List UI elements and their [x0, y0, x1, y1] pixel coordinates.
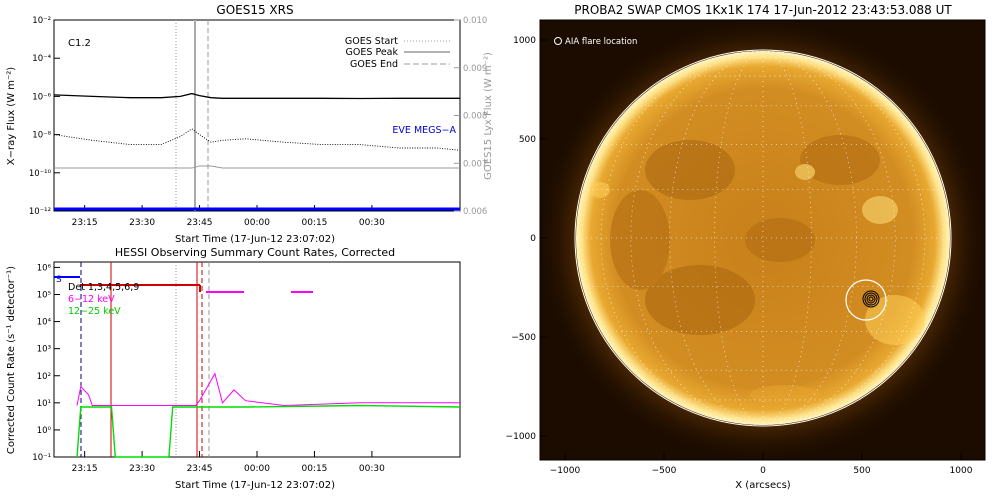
hessi-y-tick-label: 10⁻¹ [32, 453, 51, 463]
goes-y2-tick-label: 0.008 [463, 112, 487, 122]
aia-legend-label: AIA flare location [565, 37, 637, 47]
goes-y2-tick-label: 0.009 [463, 64, 487, 74]
aia-legend-symbol [554, 37, 562, 45]
swap-y-tick-label: 1000 [513, 36, 536, 46]
goes-y2-tick-label: 0.006 [463, 207, 487, 217]
swap-x-tick-label: 0 [760, 466, 766, 476]
goes-y-tick-label: 10⁻⁸ [32, 131, 51, 141]
hessi-x-tick-label: 23:30 [129, 464, 155, 474]
hessi-x-tick-label: 00:30 [359, 464, 385, 474]
goes-x-tick-label: 00:00 [244, 218, 270, 228]
swap-x-tick-label: 1000 [950, 466, 973, 476]
goes-y-tick-label: 10⁻⁴ [32, 54, 51, 64]
goes-x-tick-label: 23:15 [72, 218, 98, 228]
goes-eve-label: EVE MEGS−A [392, 125, 456, 136]
goes-panel: GOES15 XRS 10⁻² 10⁻⁴ 10⁻⁶ 10⁻⁸ 10⁻¹⁰ 10⁻¹² 0.… [6, 3, 494, 245]
goes-legend: GOES Start GOES Peak GOES End [345, 36, 450, 70]
hessi-legend-low: 6−12 keV [68, 294, 115, 305]
hessi-12-25-kev-series [76, 404, 461, 458]
goes-lyx-series [54, 165, 460, 169]
goes-y-tick-label: 10⁻¹² [29, 207, 51, 217]
goes-y2-axis-label: GOES15 Lyx Flux (W m⁻²) [483, 52, 494, 180]
swap-x-tick-label: −500 [652, 466, 677, 476]
hessi-y-tick-label: 10⁵ [37, 291, 51, 301]
swap-title: PROBA2 SWAP CMOS 1Kx1K 174 17-Jun-2012 2… [574, 3, 952, 17]
limb-circle [574, 49, 952, 427]
hessi-x-ticks: 23:15 23:30 23:45 00:00 00:15 00:30 [72, 451, 385, 474]
goes-y-tick-label: 10⁻⁶ [32, 92, 51, 102]
swap-x-tick-label: 500 [853, 466, 870, 476]
hessi-x-tick-label: 23:15 [72, 464, 98, 474]
goes-x-axis-label: Start Time (17-Jun-12 23:07:02) [175, 234, 335, 245]
hessi-x-tick-label: 00:15 [301, 464, 327, 474]
goes-plot-frame [53, 19, 461, 212]
hessi-title: HESSI Observing Summary Count Rates, Cor… [115, 246, 395, 259]
hessi-legend-high: 12−25 keV [68, 306, 121, 317]
hessi-panel: HESSI Observing Summary Count Rates, Cor… [6, 246, 461, 491]
goes-legend-end: GOES End [350, 59, 398, 70]
hessi-x-tick-label: 23:45 [187, 464, 213, 474]
hessi-y-tick-label: 10⁴ [37, 318, 52, 328]
goes-x-tick-label: 23:30 [129, 218, 155, 228]
goes-class-label: C1.2 [68, 38, 91, 49]
swap-y-ticks: 1000 500 0 −500 −1000 [506, 36, 548, 442]
hessi-x-axis-label: Start Time (17-Jun-12 23:07:02) [175, 480, 335, 491]
heliographic-grid [576, 51, 950, 425]
hessi-y-tick-label: 10³ [37, 345, 51, 355]
goes-y2-ticks: 0.010 0.009 0.008 0.007 0.006 [454, 16, 487, 217]
goes-short-channel-series [53, 128, 461, 151]
solar-texture [590, 135, 925, 405]
hessi-y-tick-label: 10⁶ [37, 263, 52, 273]
goes-legend-start: GOES Start [345, 36, 398, 47]
swap-y-tick-label: 0 [530, 234, 536, 244]
goes-y2-tick-label: 0.010 [463, 16, 487, 26]
swap-panel: PROBA2 SWAP CMOS 1Kx1K 174 17-Jun-2012 2… [506, 3, 986, 491]
goes-y-tick-label: 10⁻² [32, 16, 51, 26]
flare-contours [862, 290, 880, 308]
goes-x-tick-label: 00:15 [301, 218, 327, 228]
hessi-y-ticks: 10⁶ 10⁵ 10⁴ 10³ 10² 10¹ 10⁰ 10⁻¹ [32, 263, 60, 463]
hessi-s-label: S [56, 275, 62, 285]
goes-x-tick-label: 00:30 [359, 218, 385, 228]
hessi-det-label: Det 1,3,4,5,6,9 [68, 282, 139, 293]
swap-x-ticks: −1000 −500 0 500 1000 [550, 452, 973, 476]
aia-flare-circle [845, 279, 887, 321]
goes-legend-peak: GOES Peak [346, 47, 399, 58]
goes-y-tick-label: 10⁻¹⁰ [29, 169, 52, 179]
swap-x-tick-label: −1000 [550, 466, 581, 476]
hessi-y-tick-label: 10⁰ [37, 426, 52, 436]
hessi-y-tick-label: 10¹ [37, 399, 51, 409]
hessi-y-tick-label: 10² [37, 372, 51, 382]
swap-y-tick-label: −1000 [506, 432, 537, 442]
goes-y-axis-label: X−ray Flux (W m⁻²) [6, 67, 17, 166]
hessi-6-12-kev-series [76, 372, 460, 407]
goes-y2-tick-label: 0.007 [463, 159, 487, 169]
swap-y-tick-label: 500 [519, 135, 536, 145]
hessi-x-tick-label: 00:00 [244, 464, 270, 474]
goes-title: GOES15 XRS [216, 3, 293, 17]
goes-x-tick-label: 23:45 [187, 218, 213, 228]
swap-y-tick-label: −500 [511, 333, 536, 343]
goes-y-ticks: 10⁻² 10⁻⁴ 10⁻⁶ 10⁻⁸ 10⁻¹⁰ 10⁻¹² [29, 16, 60, 217]
goes-long-channel-series [53, 92, 460, 100]
swap-x-axis-label: X (arcsecs) [735, 480, 791, 491]
hessi-y-axis-label: Corrected Count Rate (s⁻¹ detector⁻¹) [6, 266, 17, 454]
